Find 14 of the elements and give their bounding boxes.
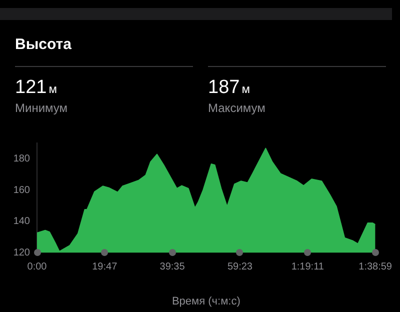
x-axis-title: Время (ч:м:с) xyxy=(172,295,240,308)
text: Минимум xyxy=(15,101,69,115)
y-tick-label: 160 xyxy=(13,184,30,196)
x-tick-label: 19:47 xyxy=(92,262,118,273)
x-tick-label: 1:19:11 xyxy=(291,262,324,273)
x-tick-label: 39:35 xyxy=(160,262,186,273)
text: Максимум xyxy=(208,101,266,115)
y-tick-label: 120 xyxy=(13,248,30,259)
x-tick-label: 0:00 xyxy=(27,262,48,273)
y-tick-label: 180 xyxy=(13,153,30,164)
x-tick-label: 59:23 xyxy=(227,262,253,273)
x-tick-label: 1:38:59 xyxy=(358,262,392,273)
y-tick-label: 140 xyxy=(13,216,30,228)
chart-title: Высота xyxy=(15,36,72,53)
